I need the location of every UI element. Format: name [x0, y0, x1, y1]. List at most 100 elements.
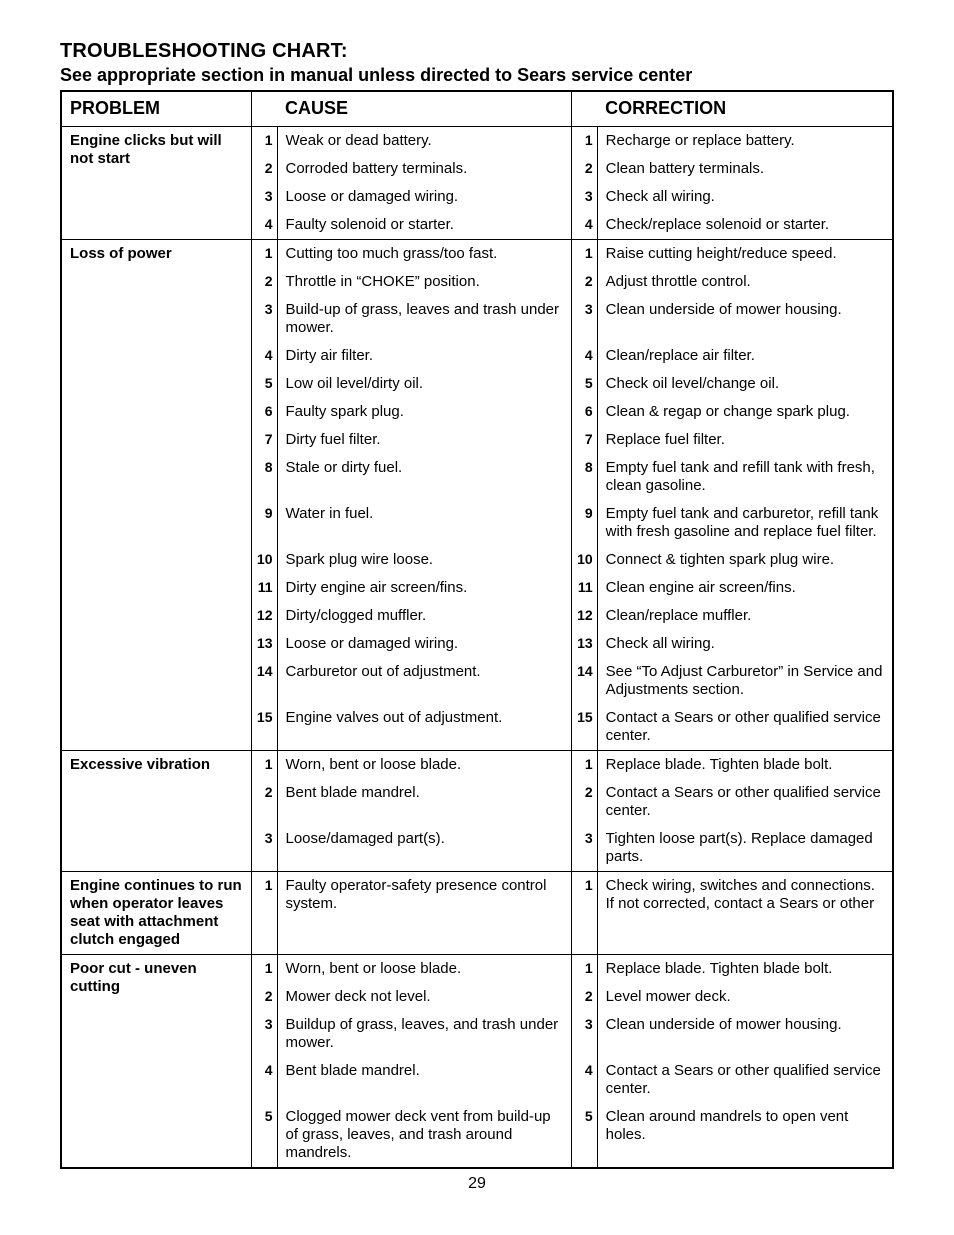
correction-num: 8 [571, 454, 597, 500]
cause-cell: Buildup of grass, leaves, and trash unde… [277, 1011, 571, 1057]
cause-cell: Spark plug wire loose. [277, 546, 571, 574]
correction-num: 2 [571, 268, 597, 296]
correction-num: 4 [571, 342, 597, 370]
cause-num: 11 [251, 574, 277, 602]
cause-num: 10 [251, 546, 277, 574]
header-num2 [571, 91, 597, 126]
cause-num: 5 [251, 1103, 277, 1168]
correction-cell: Adjust throttle control. [597, 268, 893, 296]
cause-cell: Loose or damaged wiring. [277, 630, 571, 658]
cause-cell: Stale or dirty fuel. [277, 454, 571, 500]
table-body: Engine clicks but will not start1Weak or… [61, 126, 893, 1168]
cause-num: 1 [251, 750, 277, 779]
correction-num: 10 [571, 546, 597, 574]
cause-cell: Low oil level/dirty oil. [277, 370, 571, 398]
correction-cell: Connect & tighten spark plug wire. [597, 546, 893, 574]
cause-num: 7 [251, 426, 277, 454]
cause-cell: Dirty air filter. [277, 342, 571, 370]
cause-cell: Dirty engine air screen/fins. [277, 574, 571, 602]
troubleshooting-table: PROBLEM CAUSE CORRECTION Engine clicks b… [60, 90, 894, 1169]
correction-num: 14 [571, 658, 597, 704]
cause-num: 2 [251, 268, 277, 296]
correction-num: 4 [571, 211, 597, 240]
cause-cell: Faulty spark plug. [277, 398, 571, 426]
header-problem: PROBLEM [61, 91, 251, 126]
correction-cell: Replace blade. Tighten blade bolt. [597, 750, 893, 779]
cause-cell: Faulty solenoid or starter. [277, 211, 571, 240]
cause-num: 2 [251, 983, 277, 1011]
cause-num: 3 [251, 296, 277, 342]
cause-num: 4 [251, 342, 277, 370]
cause-cell: Dirty fuel filter. [277, 426, 571, 454]
cause-cell: Carburetor out of adjustment. [277, 658, 571, 704]
correction-num: 3 [571, 183, 597, 211]
correction-cell: Check/replace solenoid or starter. [597, 211, 893, 240]
problem-cell: Engine clicks but will not start [61, 126, 251, 239]
correction-num: 1 [571, 954, 597, 983]
cause-cell: Cutting too much grass/too fast. [277, 239, 571, 268]
cause-cell: Worn, bent or loose blade. [277, 750, 571, 779]
correction-cell: Contact a Sears or other qualified servi… [597, 779, 893, 825]
cause-num: 1 [251, 239, 277, 268]
problem-cell: Poor cut - uneven cutting [61, 954, 251, 1168]
correction-cell: Clean battery terminals. [597, 155, 893, 183]
cause-num: 14 [251, 658, 277, 704]
cause-num: 13 [251, 630, 277, 658]
correction-cell: Empty fuel tank and carburetor, refill t… [597, 500, 893, 546]
correction-cell: Recharge or replace battery. [597, 126, 893, 155]
correction-cell: Clean underside of mower housing. [597, 296, 893, 342]
correction-cell: See “To Adjust Carburetor” in Service an… [597, 658, 893, 704]
cause-cell: Worn, bent or loose blade. [277, 954, 571, 983]
cause-num: 1 [251, 954, 277, 983]
cause-cell: Dirty/clogged muffler. [277, 602, 571, 630]
page-subtitle: See appropriate section in manual unless… [60, 65, 894, 86]
problem-cell: Excessive vibration [61, 750, 251, 871]
cause-num: 4 [251, 211, 277, 240]
correction-cell: Clean/replace muffler. [597, 602, 893, 630]
correction-cell: Clean engine air screen/fins. [597, 574, 893, 602]
correction-num: 13 [571, 630, 597, 658]
cause-num: 3 [251, 1011, 277, 1057]
correction-cell: Contact a Sears or other qualified servi… [597, 1057, 893, 1103]
table-header-row: PROBLEM CAUSE CORRECTION [61, 91, 893, 126]
cause-cell: Bent blade mandrel. [277, 1057, 571, 1103]
cause-cell: Weak or dead battery. [277, 126, 571, 155]
cause-num: 9 [251, 500, 277, 546]
correction-num: 2 [571, 983, 597, 1011]
correction-num: 1 [571, 239, 597, 268]
correction-num: 2 [571, 779, 597, 825]
page-title: TROUBLESHOOTING CHART: [60, 40, 894, 63]
table-row: Poor cut - uneven cutting1Worn, bent or … [61, 954, 893, 983]
cause-num: 12 [251, 602, 277, 630]
table-row: Engine clicks but will not start1Weak or… [61, 126, 893, 155]
cause-cell: Loose/damaged part(s). [277, 825, 571, 872]
correction-num: 3 [571, 296, 597, 342]
header-cause: CAUSE [277, 91, 571, 126]
correction-num: 2 [571, 155, 597, 183]
correction-num: 3 [571, 825, 597, 872]
cause-num: 15 [251, 704, 277, 751]
cause-num: 4 [251, 1057, 277, 1103]
correction-cell: Replace blade. Tighten blade bolt. [597, 954, 893, 983]
correction-num: 1 [571, 750, 597, 779]
correction-cell: Check all wiring. [597, 183, 893, 211]
correction-cell: Clean underside of mower housing. [597, 1011, 893, 1057]
correction-cell: Contact a Sears or other qualified servi… [597, 704, 893, 751]
correction-num: 15 [571, 704, 597, 751]
correction-cell: Check all wiring. [597, 630, 893, 658]
cause-cell: Engine valves out of adjustment. [277, 704, 571, 751]
correction-num: 1 [571, 126, 597, 155]
cause-num: 5 [251, 370, 277, 398]
correction-num: 11 [571, 574, 597, 602]
cause-cell: Throttle in “CHOKE” position. [277, 268, 571, 296]
cause-cell: Water in fuel. [277, 500, 571, 546]
header-num1 [251, 91, 277, 126]
cause-cell: Bent blade mandrel. [277, 779, 571, 825]
cause-cell: Corroded battery terminals. [277, 155, 571, 183]
correction-cell: Check oil level/change oil. [597, 370, 893, 398]
correction-cell: Tighten loose part(s). Replace damaged p… [597, 825, 893, 872]
cause-cell: Faulty operator-safety presence control … [277, 871, 571, 954]
correction-num: 3 [571, 1011, 597, 1057]
header-correction: CORRECTION [597, 91, 893, 126]
correction-num: 9 [571, 500, 597, 546]
